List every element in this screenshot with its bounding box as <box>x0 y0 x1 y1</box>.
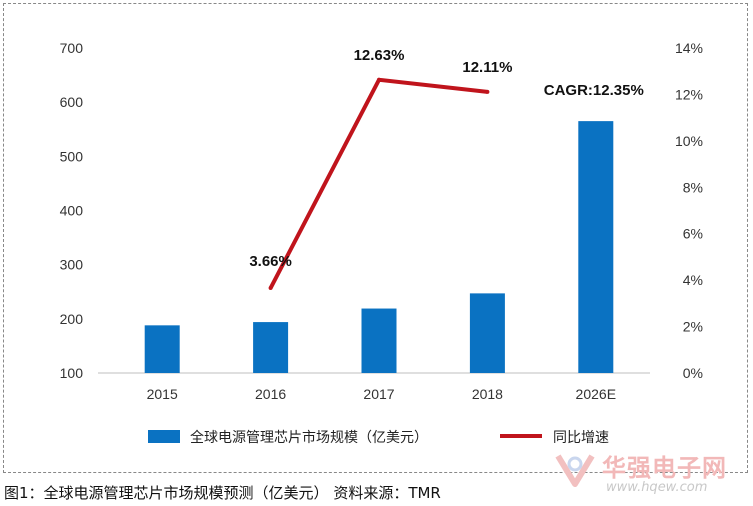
x-tick-label: 2016 <box>255 386 286 402</box>
right-tick-label: 10% <box>675 133 703 149</box>
left-tick-label: 500 <box>60 148 84 164</box>
x-tick-label: 2015 <box>147 386 178 402</box>
line-data-label: 12.11% <box>462 59 512 76</box>
left-tick-label: 200 <box>60 311 84 327</box>
left-tick-label: 400 <box>60 203 84 219</box>
legend: 全球电源管理芯片市场规模（亿美元） 同比增速 <box>148 429 609 445</box>
bar <box>253 322 289 373</box>
watermark-logo-icon <box>555 454 595 487</box>
left-tick-label: 600 <box>60 94 84 110</box>
left-axis: 100 200 300 400 500 600 700 <box>60 40 84 381</box>
right-tick-label: 4% <box>683 272 703 288</box>
bar-series <box>144 121 614 373</box>
x-axis: 2015 2016 2017 2018 2026E <box>147 386 616 402</box>
x-tick-label: 2026E <box>576 386 616 402</box>
right-tick-label: 8% <box>683 179 703 195</box>
watermark-url: www.hqew.com <box>606 480 708 495</box>
line-data-labels: 3.66% 12.63% 12.11% <box>249 47 512 270</box>
cagr-annotation: CAGR:12.35% <box>544 82 644 99</box>
bar <box>361 308 397 373</box>
right-tick-label: 14% <box>675 40 703 56</box>
legend-line-label: 同比增速 <box>553 429 609 445</box>
x-tick-label: 2017 <box>363 386 394 402</box>
chart-frame <box>3 3 748 473</box>
right-tick-label: 0% <box>683 365 703 381</box>
line-series <box>268 77 490 291</box>
watermark-text: 华强电子网 <box>602 454 727 482</box>
bar <box>469 293 505 373</box>
left-tick-label: 700 <box>60 40 84 56</box>
line-data-label: 12.63% <box>354 47 405 64</box>
growth-line <box>268 77 488 289</box>
right-tick-label: 12% <box>675 86 703 102</box>
line-point <box>268 286 273 291</box>
chart-area: 100 200 300 400 500 600 700 0% 2% 4% 6% 8% 10% 12% 14… <box>60 40 703 445</box>
right-tick-label: 2% <box>683 319 703 335</box>
bar <box>578 121 614 373</box>
bar <box>144 325 180 373</box>
legend-bar-label: 全球电源管理芯片市场规模（亿美元） <box>190 429 428 445</box>
left-tick-label: 300 <box>60 257 84 273</box>
x-tick-label: 2018 <box>472 386 503 402</box>
watermark: 华强电子网 www.hqew.com <box>552 446 748 500</box>
figure-caption: 图1：全球电源管理芯片市场规模预测（亿美元） 资料来源：TMR <box>4 484 441 502</box>
right-tick-label: 6% <box>683 226 703 242</box>
line-point <box>377 77 381 82</box>
legend-bar-swatch <box>148 430 180 443</box>
line-data-label: 3.66% <box>249 253 292 270</box>
right-axis: 0% 2% 4% 6% 8% 10% 12% 14% <box>675 40 703 381</box>
line-point <box>485 89 490 94</box>
left-tick-label: 100 <box>60 365 84 381</box>
